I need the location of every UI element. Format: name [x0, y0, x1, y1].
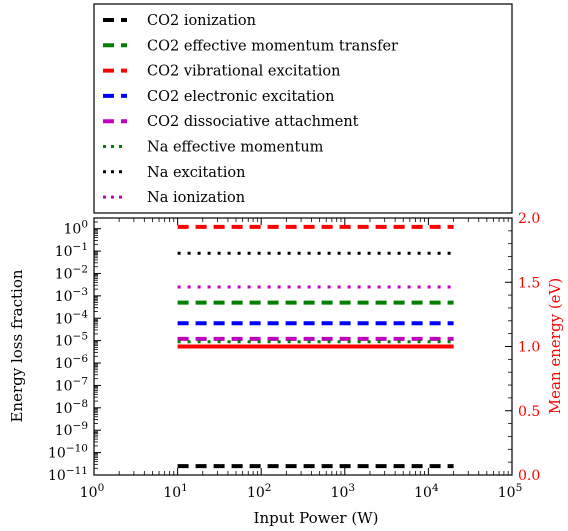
y-right-tick-label: 1.0 — [518, 340, 540, 356]
y-right-tick-label: 0.0 — [518, 468, 540, 484]
x-tick-label: 105 — [498, 482, 523, 501]
y-axis-right-label: Mean energy (eV) — [546, 278, 564, 414]
y-axis-left-label: Energy loss fraction — [8, 269, 26, 422]
y-right-tick-label: 1.5 — [518, 275, 540, 291]
x-axis-label: Input Power (W) — [254, 509, 379, 527]
legend-label: CO2 ionization — [147, 13, 256, 29]
x-tick-label: 101 — [163, 482, 188, 501]
y-left-tick-label: 10−5 — [55, 331, 88, 350]
y-left-tick-label: 100 — [63, 219, 88, 238]
y-left-tick-label: 10−4 — [55, 308, 89, 327]
y-left-tick-label: 10−11 — [48, 465, 88, 484]
y-left-tick-label: 10−7 — [55, 375, 88, 394]
y-left-tick-label: 10−9 — [55, 420, 88, 439]
legend-label: CO2 dissociative attachment — [147, 114, 359, 130]
y-right-tick-label: 0.5 — [518, 404, 540, 420]
y-left-tick-label: 10−10 — [48, 443, 88, 462]
legend-label: Na effective momentum — [147, 140, 324, 156]
legend-label: Na excitation — [147, 165, 245, 181]
legend: CO2 ionization CO2 effective momentum tra… — [93, 3, 513, 214]
series-layer — [177, 224, 454, 469]
y-left-tick-label: 10−6 — [55, 353, 89, 372]
x-tick-label: 100 — [80, 482, 105, 501]
x-tick-label: 102 — [247, 482, 272, 501]
legend-label: CO2 electronic excitation — [147, 89, 334, 105]
y-right-tick-label: 2.0 — [518, 211, 540, 227]
legend-label: CO2 vibrational excitation — [147, 64, 340, 80]
legend-box — [93, 3, 513, 214]
y-left-tick-label: 10−3 — [55, 286, 88, 305]
legend-label: CO2 effective momentum transfer — [147, 38, 398, 54]
axes: 100 101 102 103 104 105 10−11 10−10 10−9 10−8 10−7… — [48, 211, 540, 501]
x-tick-label: 103 — [331, 482, 356, 501]
legend-label: Na ionization — [147, 190, 245, 206]
x-tick-label: 104 — [414, 482, 439, 501]
y-left-tick-label: 10−2 — [55, 263, 88, 282]
y-left-tick-label: 10−8 — [55, 398, 88, 417]
y-left-tick-label: 10−1 — [55, 241, 88, 260]
